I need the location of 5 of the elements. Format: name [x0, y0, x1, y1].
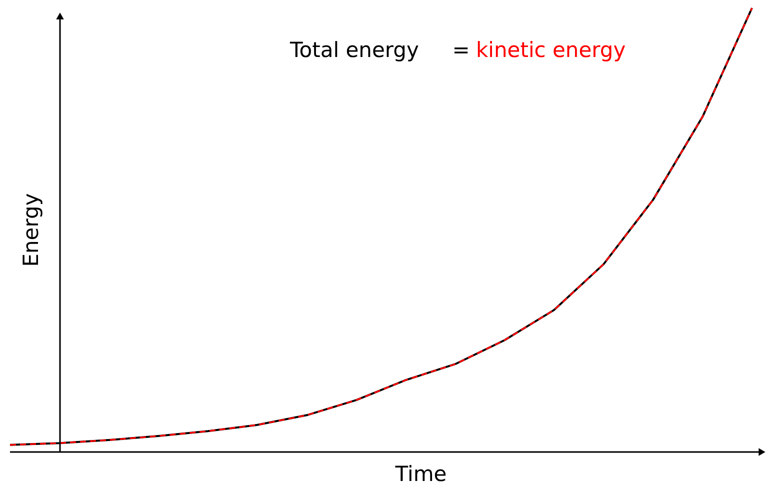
y-axis-title: Energy: [19, 193, 43, 267]
x-axis-title: Time: [394, 462, 447, 486]
text: Total energy: [289, 38, 419, 62]
annotation: =: [452, 38, 470, 62]
text: kinetic energy: [476, 38, 626, 62]
